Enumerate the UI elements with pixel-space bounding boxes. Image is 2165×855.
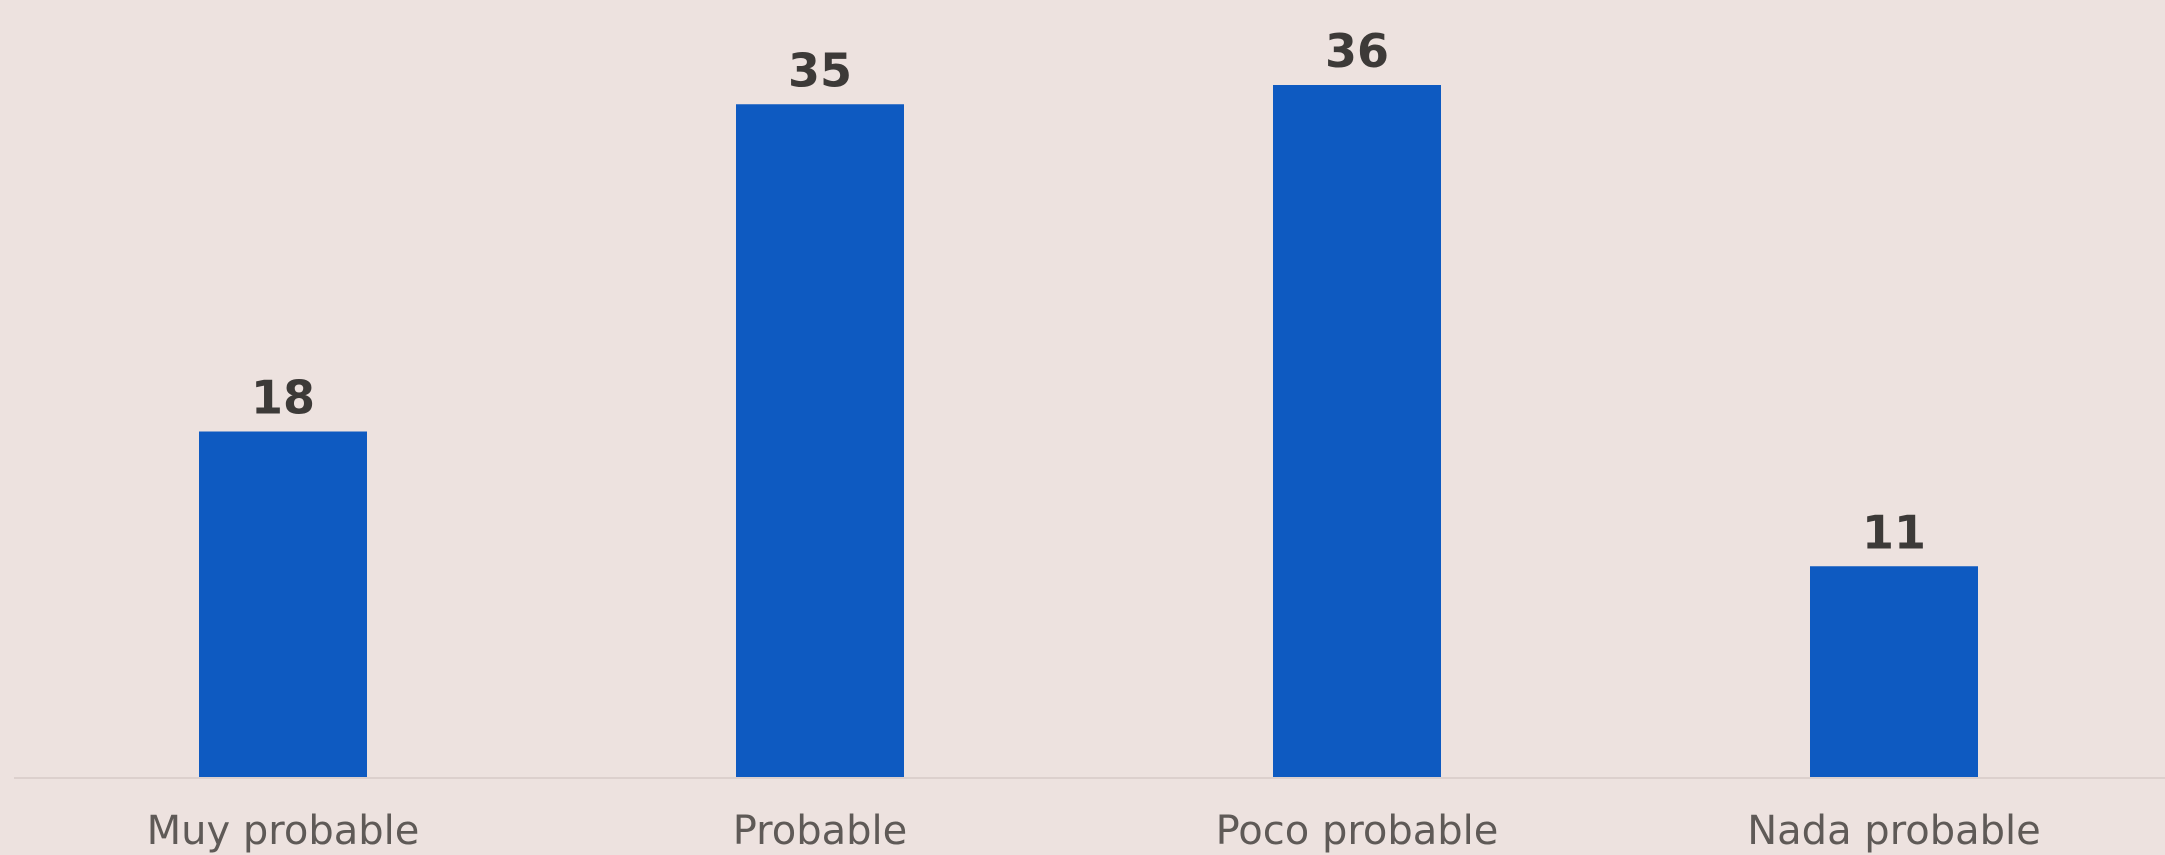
value-label-poco-probable: 36: [1325, 24, 1389, 78]
value-label-nada-probable: 11: [1862, 505, 1926, 559]
category-label-muy-probable: Muy probable: [147, 808, 420, 854]
value-label-muy-probable: 18: [251, 371, 315, 425]
category-labels-group: Muy probable Probable Poco probable Nada pr…: [147, 808, 2041, 854]
category-label-poco-probable: Poco probable: [1216, 808, 1499, 854]
category-label-nada-probable: Nada probable: [1747, 808, 2041, 854]
value-labels-group: 18 35 36 11: [251, 24, 1926, 559]
bar-probable: [736, 104, 904, 778]
value-label-probable: 35: [788, 43, 852, 97]
bar-nada-probable: [1810, 566, 1978, 778]
bar-poco-probable: [1273, 85, 1441, 778]
bar-muy-probable: [199, 431, 367, 778]
bars-group: [199, 85, 1978, 778]
category-label-probable: Probable: [733, 808, 907, 854]
